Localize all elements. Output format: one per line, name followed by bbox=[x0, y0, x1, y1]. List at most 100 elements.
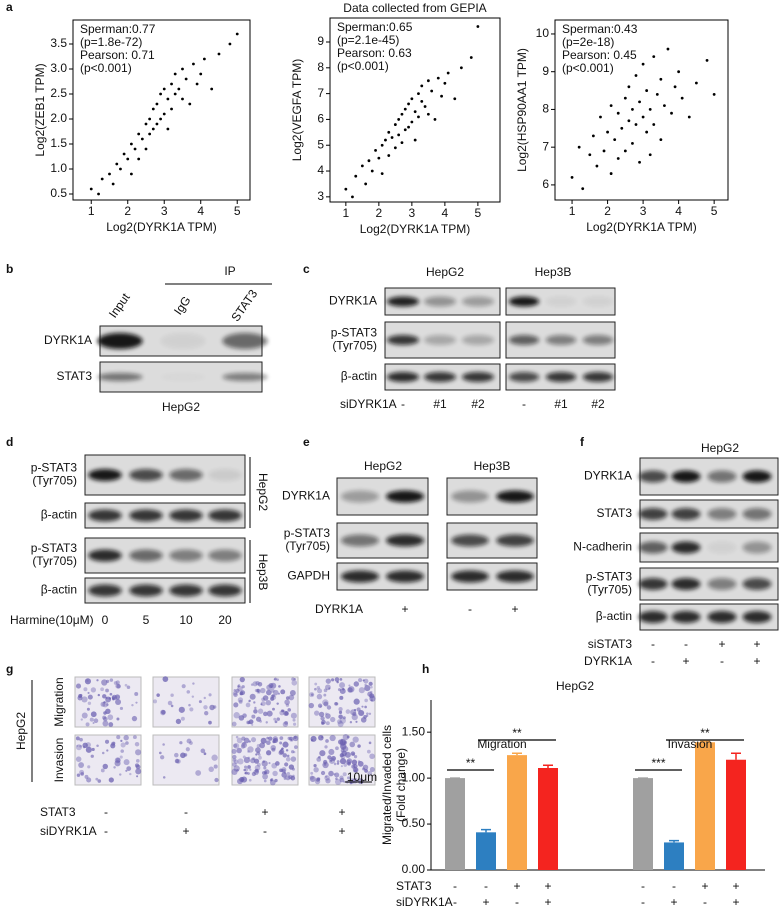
cell-stain bbox=[339, 739, 347, 746]
blot-band bbox=[707, 611, 737, 623]
cell-stain bbox=[178, 706, 185, 713]
row-label: N-cadherin bbox=[573, 540, 632, 554]
cell-stain bbox=[290, 712, 297, 719]
cell-stain bbox=[282, 753, 288, 758]
cell-stain bbox=[335, 746, 339, 751]
bar bbox=[538, 768, 558, 870]
y-tick-label: 3.5 bbox=[50, 36, 67, 50]
cell-stain bbox=[314, 710, 320, 716]
point bbox=[663, 104, 666, 108]
cell-stain bbox=[316, 686, 321, 690]
cell-stain bbox=[290, 775, 296, 781]
cell-stain bbox=[135, 701, 138, 704]
blot-band bbox=[451, 534, 489, 547]
y-tick-label: 8 bbox=[317, 60, 324, 74]
point bbox=[129, 142, 133, 146]
panel-label: h bbox=[422, 662, 429, 676]
cell-stain bbox=[353, 681, 359, 687]
cell-stain bbox=[262, 760, 265, 763]
cell-stain bbox=[366, 749, 371, 754]
cell-stain bbox=[242, 742, 246, 746]
y-tick-label: 2.0 bbox=[50, 111, 67, 125]
cell-stain bbox=[353, 755, 358, 759]
point bbox=[407, 125, 410, 129]
blot-band bbox=[208, 509, 242, 522]
cell-stain bbox=[366, 714, 369, 717]
panel-label: g bbox=[6, 662, 13, 676]
ip-label: IP bbox=[224, 264, 235, 278]
cell-stain bbox=[257, 708, 264, 714]
point bbox=[609, 104, 613, 108]
cell-stain bbox=[269, 779, 276, 786]
cell-stain bbox=[248, 700, 251, 703]
blot-band bbox=[129, 469, 163, 481]
point bbox=[403, 128, 407, 132]
cell-stain bbox=[191, 695, 195, 698]
significance-label: ** bbox=[512, 726, 522, 740]
cell-stain bbox=[208, 693, 212, 697]
condition-label: STAT3 bbox=[40, 805, 76, 819]
lane-label: - bbox=[468, 602, 472, 616]
row-label: DYRK1A bbox=[584, 469, 632, 483]
cell-stain bbox=[254, 764, 261, 771]
bar bbox=[633, 778, 653, 870]
point bbox=[374, 148, 377, 152]
cell-stain bbox=[253, 709, 258, 714]
cell-stain bbox=[361, 705, 364, 708]
blot-band bbox=[129, 509, 163, 522]
bar bbox=[507, 755, 527, 870]
panel-label: e bbox=[303, 435, 310, 449]
cell-stain bbox=[342, 734, 349, 741]
cell-stain bbox=[113, 766, 116, 769]
point bbox=[387, 154, 391, 157]
significance-label: ** bbox=[466, 756, 476, 770]
lane-label: - bbox=[401, 397, 405, 411]
cell-stain bbox=[279, 741, 283, 745]
cell-stain bbox=[102, 694, 107, 699]
cell-stain bbox=[292, 718, 296, 722]
cell-stain bbox=[353, 708, 357, 712]
cell-stain bbox=[251, 714, 256, 719]
panel-label: f bbox=[580, 435, 585, 449]
cell-stain bbox=[272, 707, 275, 711]
cell-stain bbox=[95, 777, 99, 781]
cell-stain bbox=[81, 712, 88, 719]
cell-stain bbox=[328, 687, 331, 690]
cell-stain bbox=[259, 742, 266, 749]
cell-stain bbox=[114, 760, 121, 767]
point bbox=[364, 182, 368, 186]
cell-stain bbox=[351, 759, 358, 765]
cell-stain bbox=[330, 716, 336, 723]
cell-stain bbox=[275, 761, 280, 766]
cell-stain bbox=[125, 741, 129, 745]
lane-label: - bbox=[104, 824, 108, 838]
bar bbox=[726, 759, 746, 870]
cell-stain bbox=[367, 691, 373, 697]
cell-stain bbox=[81, 696, 88, 703]
cell-stain bbox=[333, 773, 336, 776]
point bbox=[89, 187, 93, 191]
cell-stain bbox=[264, 771, 267, 775]
cell-stain bbox=[96, 679, 99, 682]
cell-stain bbox=[284, 699, 290, 705]
point bbox=[638, 100, 641, 104]
point bbox=[659, 138, 663, 142]
cell-stain bbox=[322, 699, 329, 706]
cell-stain bbox=[346, 735, 350, 739]
cell-stain bbox=[239, 676, 245, 683]
cell-stain bbox=[248, 778, 252, 782]
point bbox=[705, 58, 709, 62]
cell-stain bbox=[310, 771, 314, 775]
cell-stain bbox=[233, 743, 238, 748]
cell-stain bbox=[309, 775, 314, 780]
row-label: Migration bbox=[52, 677, 66, 726]
lane-label: + bbox=[338, 805, 345, 819]
annotation: (p<0.001) bbox=[337, 59, 389, 73]
point bbox=[166, 97, 170, 101]
cell-stain bbox=[245, 768, 249, 772]
cell-stain bbox=[233, 743, 240, 749]
cell-stain bbox=[348, 684, 351, 687]
cell-stain bbox=[103, 701, 106, 704]
cell-stain bbox=[331, 755, 336, 761]
cell-stain bbox=[318, 711, 325, 718]
